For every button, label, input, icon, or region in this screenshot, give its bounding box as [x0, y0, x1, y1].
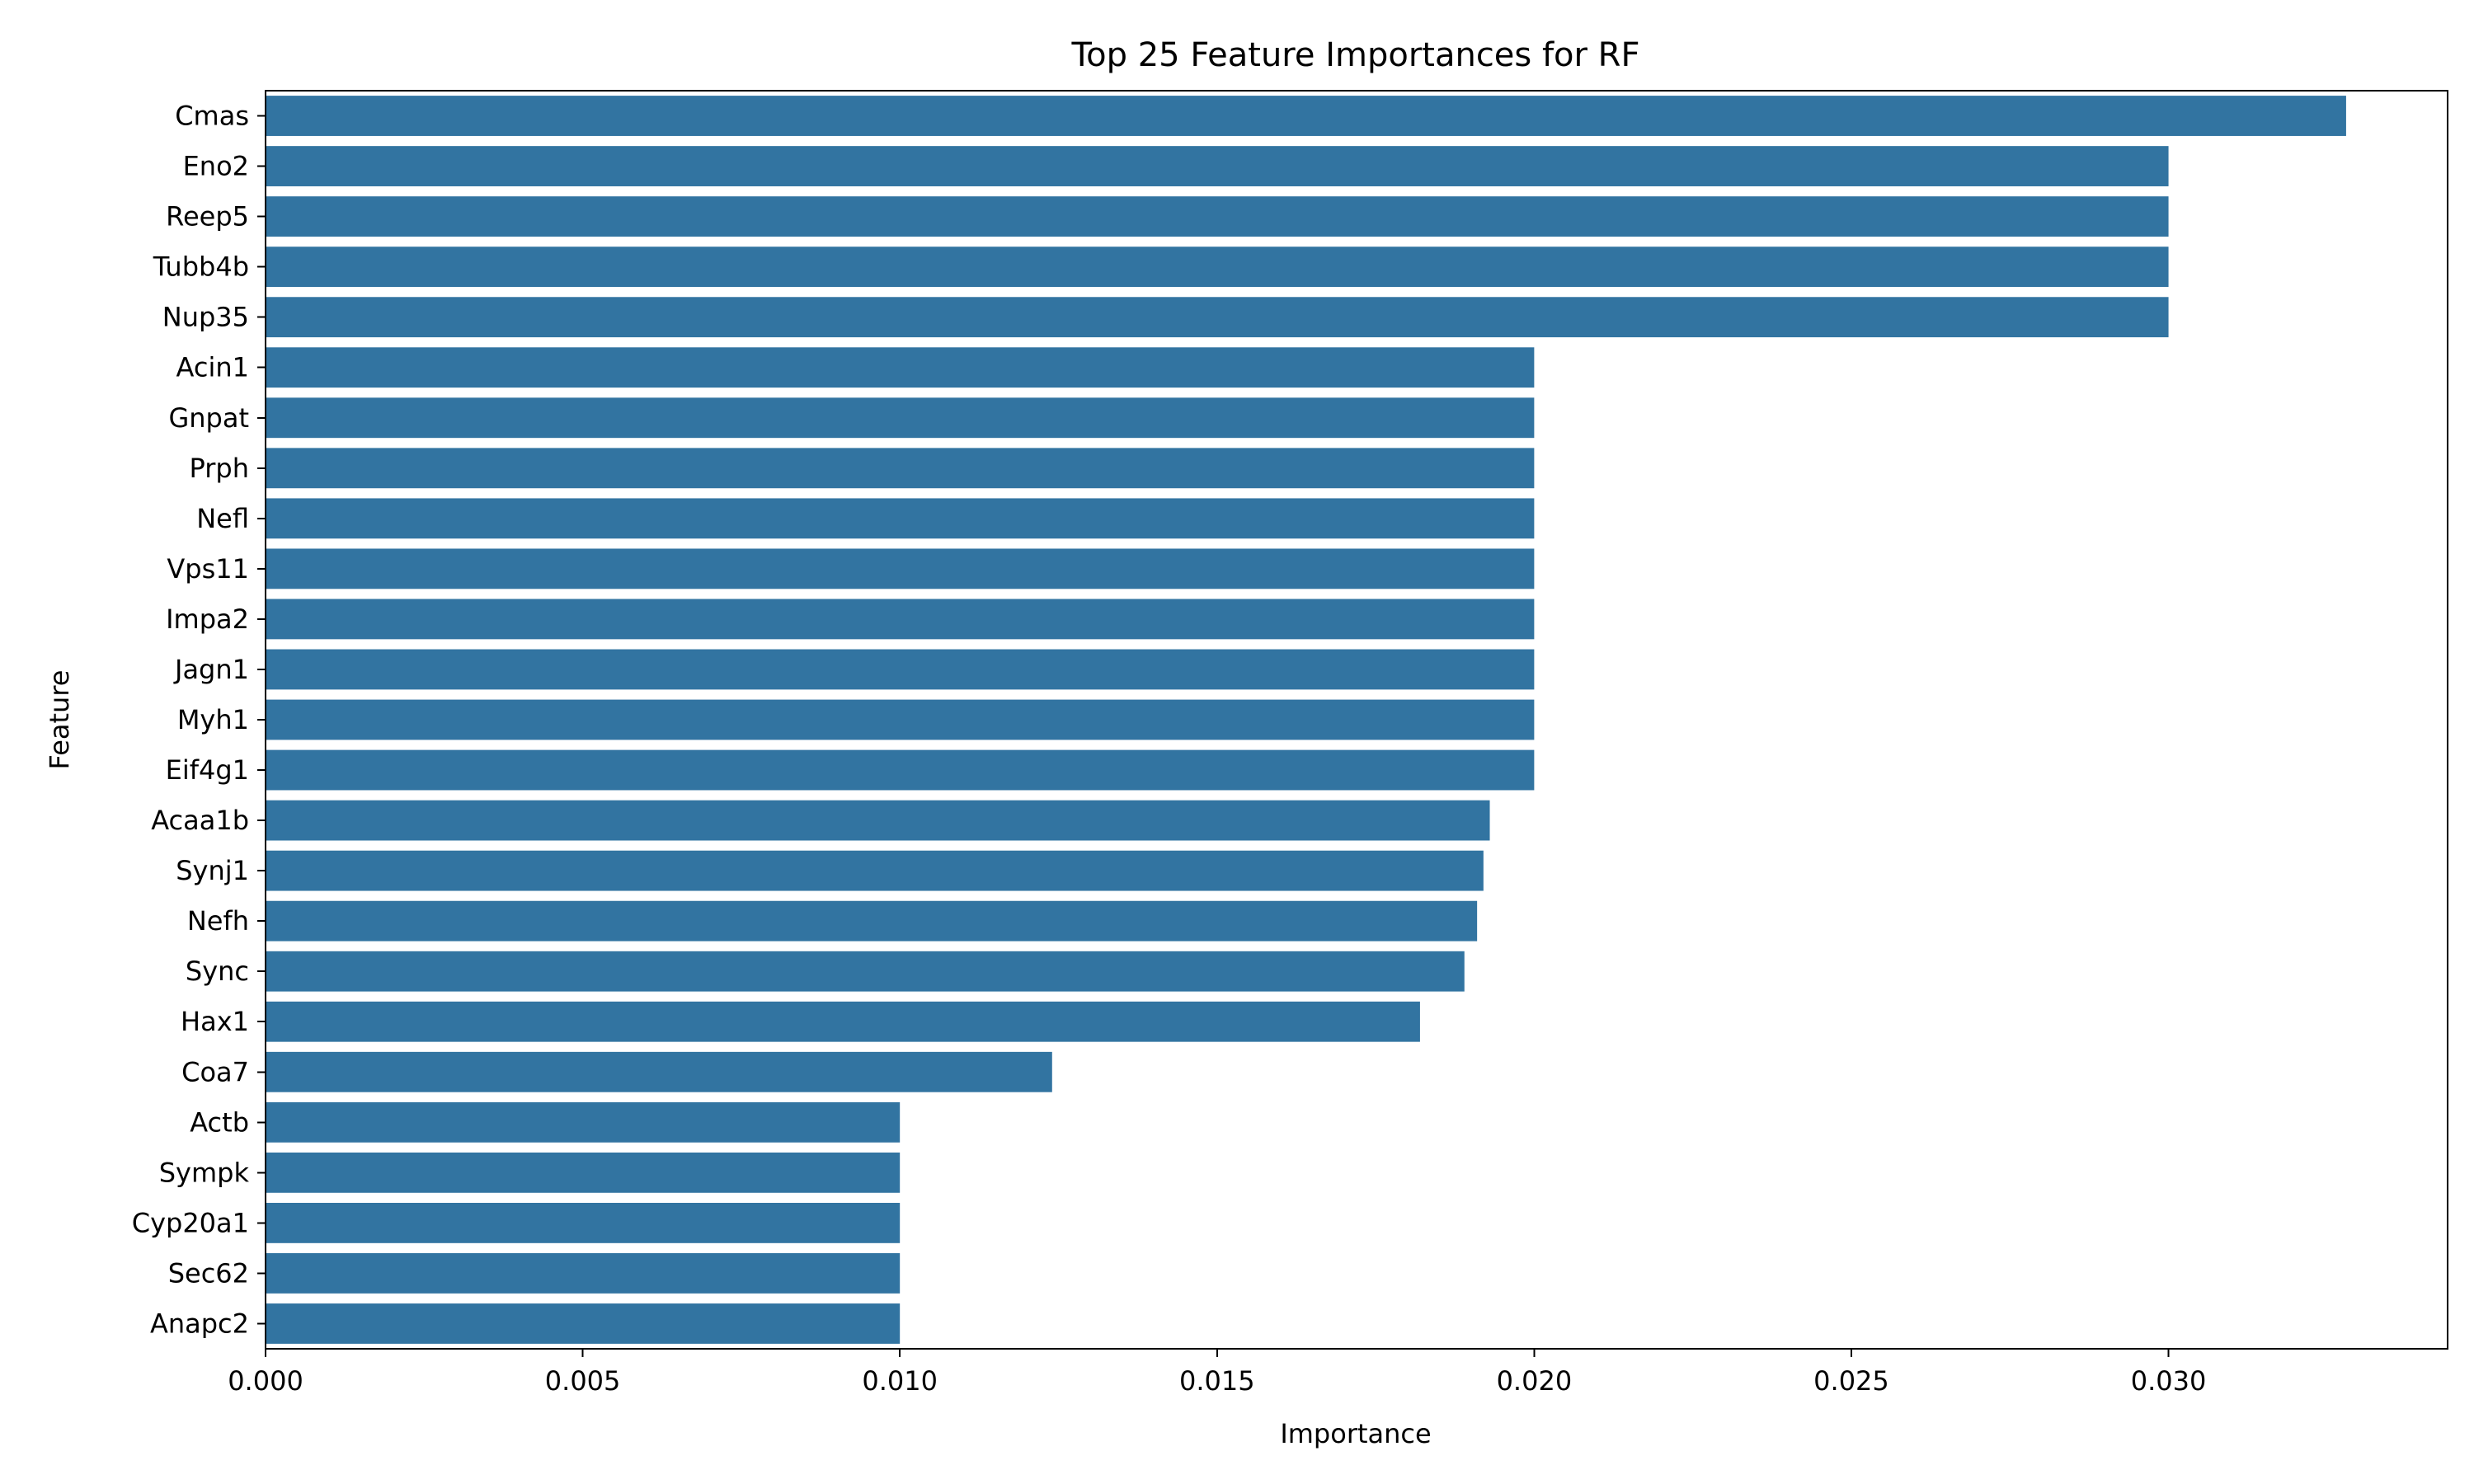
bar-gnpat	[266, 397, 1535, 439]
y-tick-label: Actb	[190, 1106, 249, 1138]
bar-vps11	[266, 548, 1535, 589]
x-tick-label: 0.015	[1179, 1365, 1255, 1397]
bar-impa2	[266, 599, 1535, 640]
y-axis-ticks: Cmas Eno2 Reep5 Tubb4b Nup35 Acin1 Gnpat Prph Ne…	[132, 101, 266, 1339]
y-tick-label: Tubb4b	[153, 251, 249, 283]
x-tick-label: 0.010	[862, 1365, 938, 1397]
bar-prph	[266, 448, 1535, 489]
y-tick-label: Prph	[190, 453, 249, 484]
bar-coa7	[266, 1051, 1052, 1092]
y-tick-label: Reep5	[166, 201, 249, 232]
x-tick-label: 0.030	[2131, 1365, 2207, 1397]
bar-synj1	[266, 850, 1484, 891]
y-tick-label: Myh1	[177, 704, 249, 735]
y-tick-label: Sync	[186, 956, 249, 987]
bar-hax1	[266, 1001, 1420, 1042]
y-tick-label: Gnpat	[168, 402, 249, 434]
y-tick-label: Coa7	[181, 1056, 249, 1087]
bar-nefh	[266, 900, 1478, 942]
y-tick-label: Cyp20a1	[132, 1207, 249, 1238]
x-tick-label: 0.000	[228, 1365, 303, 1397]
bar-cyp20a1	[266, 1202, 901, 1243]
y-tick-label: Nefh	[187, 905, 249, 937]
x-tick-label: 0.005	[545, 1365, 621, 1397]
x-tick-label: 0.020	[1497, 1365, 1573, 1397]
y-tick-label: Hax1	[181, 1006, 249, 1037]
bar-nup35	[266, 297, 2169, 338]
y-tick-label: Nefl	[196, 503, 249, 534]
bar-myh1	[266, 699, 1535, 740]
bar-acaa1b	[266, 800, 1490, 841]
y-tick-label: Cmas	[175, 101, 249, 132]
bar-sympk	[266, 1152, 901, 1193]
bar-eif4g1	[266, 749, 1535, 791]
chart-title: Top 25 Feature Importances for RF	[1071, 36, 1640, 74]
bar-jagn1	[266, 649, 1535, 690]
y-tick-label: Eno2	[183, 151, 249, 182]
bar-reep5	[266, 196, 2169, 237]
bar-sec62	[266, 1253, 901, 1294]
y-tick-label: Acaa1b	[151, 805, 249, 836]
bar-cmas	[266, 96, 2346, 136]
bar-actb	[266, 1101, 901, 1143]
y-tick-label: Acin1	[176, 352, 249, 383]
bar-eno2	[266, 146, 2169, 186]
bar-tubb4b	[266, 247, 2169, 288]
bar-sync	[266, 951, 1465, 992]
y-tick-label: Anapc2	[150, 1308, 249, 1339]
x-tick-label: 0.025	[1813, 1365, 1889, 1397]
bar-anapc2	[266, 1303, 901, 1344]
y-tick-label: Eif4g1	[166, 754, 249, 786]
x-axis-title: Importance	[1280, 1418, 1431, 1449]
y-tick-label: Impa2	[166, 603, 249, 635]
bar-nefl	[266, 498, 1535, 539]
plot-frame	[265, 90, 2448, 1350]
y-tick-label: Sec62	[168, 1257, 249, 1289]
y-tick-label: Vps11	[167, 553, 249, 585]
y-tick-label: Synj1	[176, 855, 249, 886]
y-tick-label: Jagn1	[173, 654, 249, 685]
y-tick-label: Sympk	[159, 1157, 250, 1188]
y-tick-label: Nup35	[162, 302, 249, 333]
bar-acin1	[266, 347, 1535, 388]
y-axis-title: Feature	[44, 670, 75, 770]
bars-layer	[266, 96, 2346, 1344]
x-axis-ticks: 0.000 0.005 0.010 0.015 0.020 0.025 0.030	[228, 1349, 2206, 1397]
